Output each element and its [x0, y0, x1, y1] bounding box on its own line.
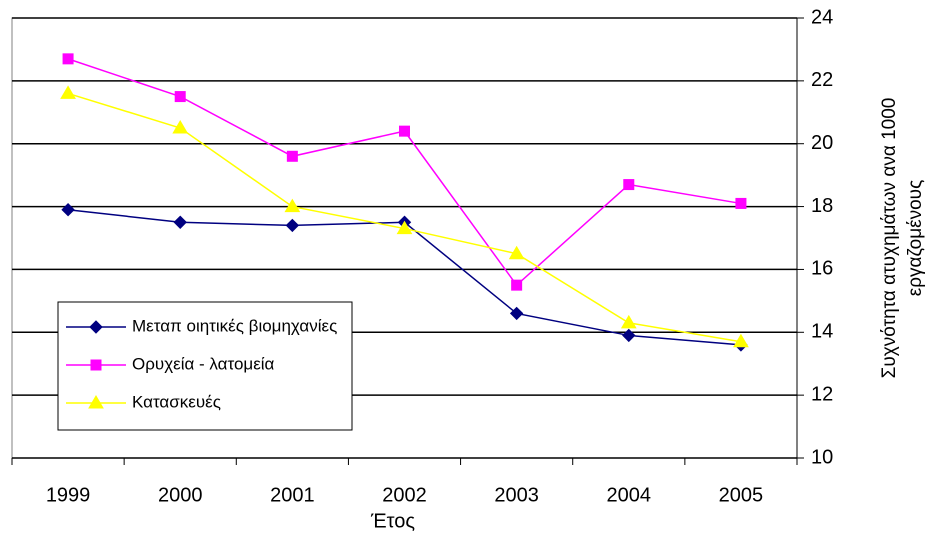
x-tick-label: 1999 — [46, 484, 91, 506]
series-line — [67, 58, 742, 287]
marker — [509, 306, 524, 321]
marker — [174, 91, 186, 103]
marker — [735, 197, 747, 209]
marker — [399, 125, 410, 137]
marker — [61, 203, 75, 217]
x-tick-label: 2005 — [719, 484, 764, 506]
x-tick-label: 2004 — [607, 484, 652, 506]
x-tick-label: 2000 — [158, 484, 203, 506]
y-tick-label: 12 — [811, 383, 833, 405]
legend-box — [57, 301, 353, 431]
y-tick-label: 24 — [811, 6, 833, 28]
y-tick-label: 20 — [811, 132, 833, 154]
marker — [623, 179, 635, 191]
marker — [622, 328, 636, 343]
marker — [62, 53, 74, 65]
y-tick-label: 14 — [811, 321, 833, 343]
x-tick-label: 2003 — [494, 484, 539, 506]
marker — [173, 215, 187, 229]
legend-label: Ορυχεία - λατομεία — [132, 354, 275, 373]
y-tick-label: 10 — [811, 446, 833, 468]
y-tick-label: 22 — [811, 69, 833, 91]
marker — [172, 120, 189, 134]
marker — [733, 333, 749, 348]
legend-label: Μεταπ οιητικές βιομηχανίες — [132, 316, 337, 335]
marker — [285, 218, 300, 233]
marker — [286, 150, 298, 162]
legend-label: Κατασκευές — [132, 392, 221, 411]
marker — [620, 314, 637, 329]
marker — [508, 245, 525, 260]
y-axis-title: Συχνότητα ατυχημάτων ανα 1000 — [879, 98, 900, 379]
y-axis-title: εργαζομένους — [905, 180, 925, 296]
x-axis-title: Έτος — [370, 510, 415, 532]
legend: Μεταπ οιητικές βιομηχανίες Ορυχεία - λατο… — [57, 301, 353, 431]
marker — [396, 220, 413, 235]
marker — [89, 320, 103, 334]
marker — [60, 85, 76, 99]
marker — [284, 198, 301, 213]
marker — [90, 359, 102, 371]
y-tick-label: 16 — [811, 258, 833, 280]
y-tick-label: 18 — [811, 195, 833, 217]
marker — [511, 279, 523, 291]
marker — [88, 395, 104, 409]
x-tick-label: 2002 — [382, 484, 427, 506]
x-tick-label: 2001 — [270, 484, 315, 506]
